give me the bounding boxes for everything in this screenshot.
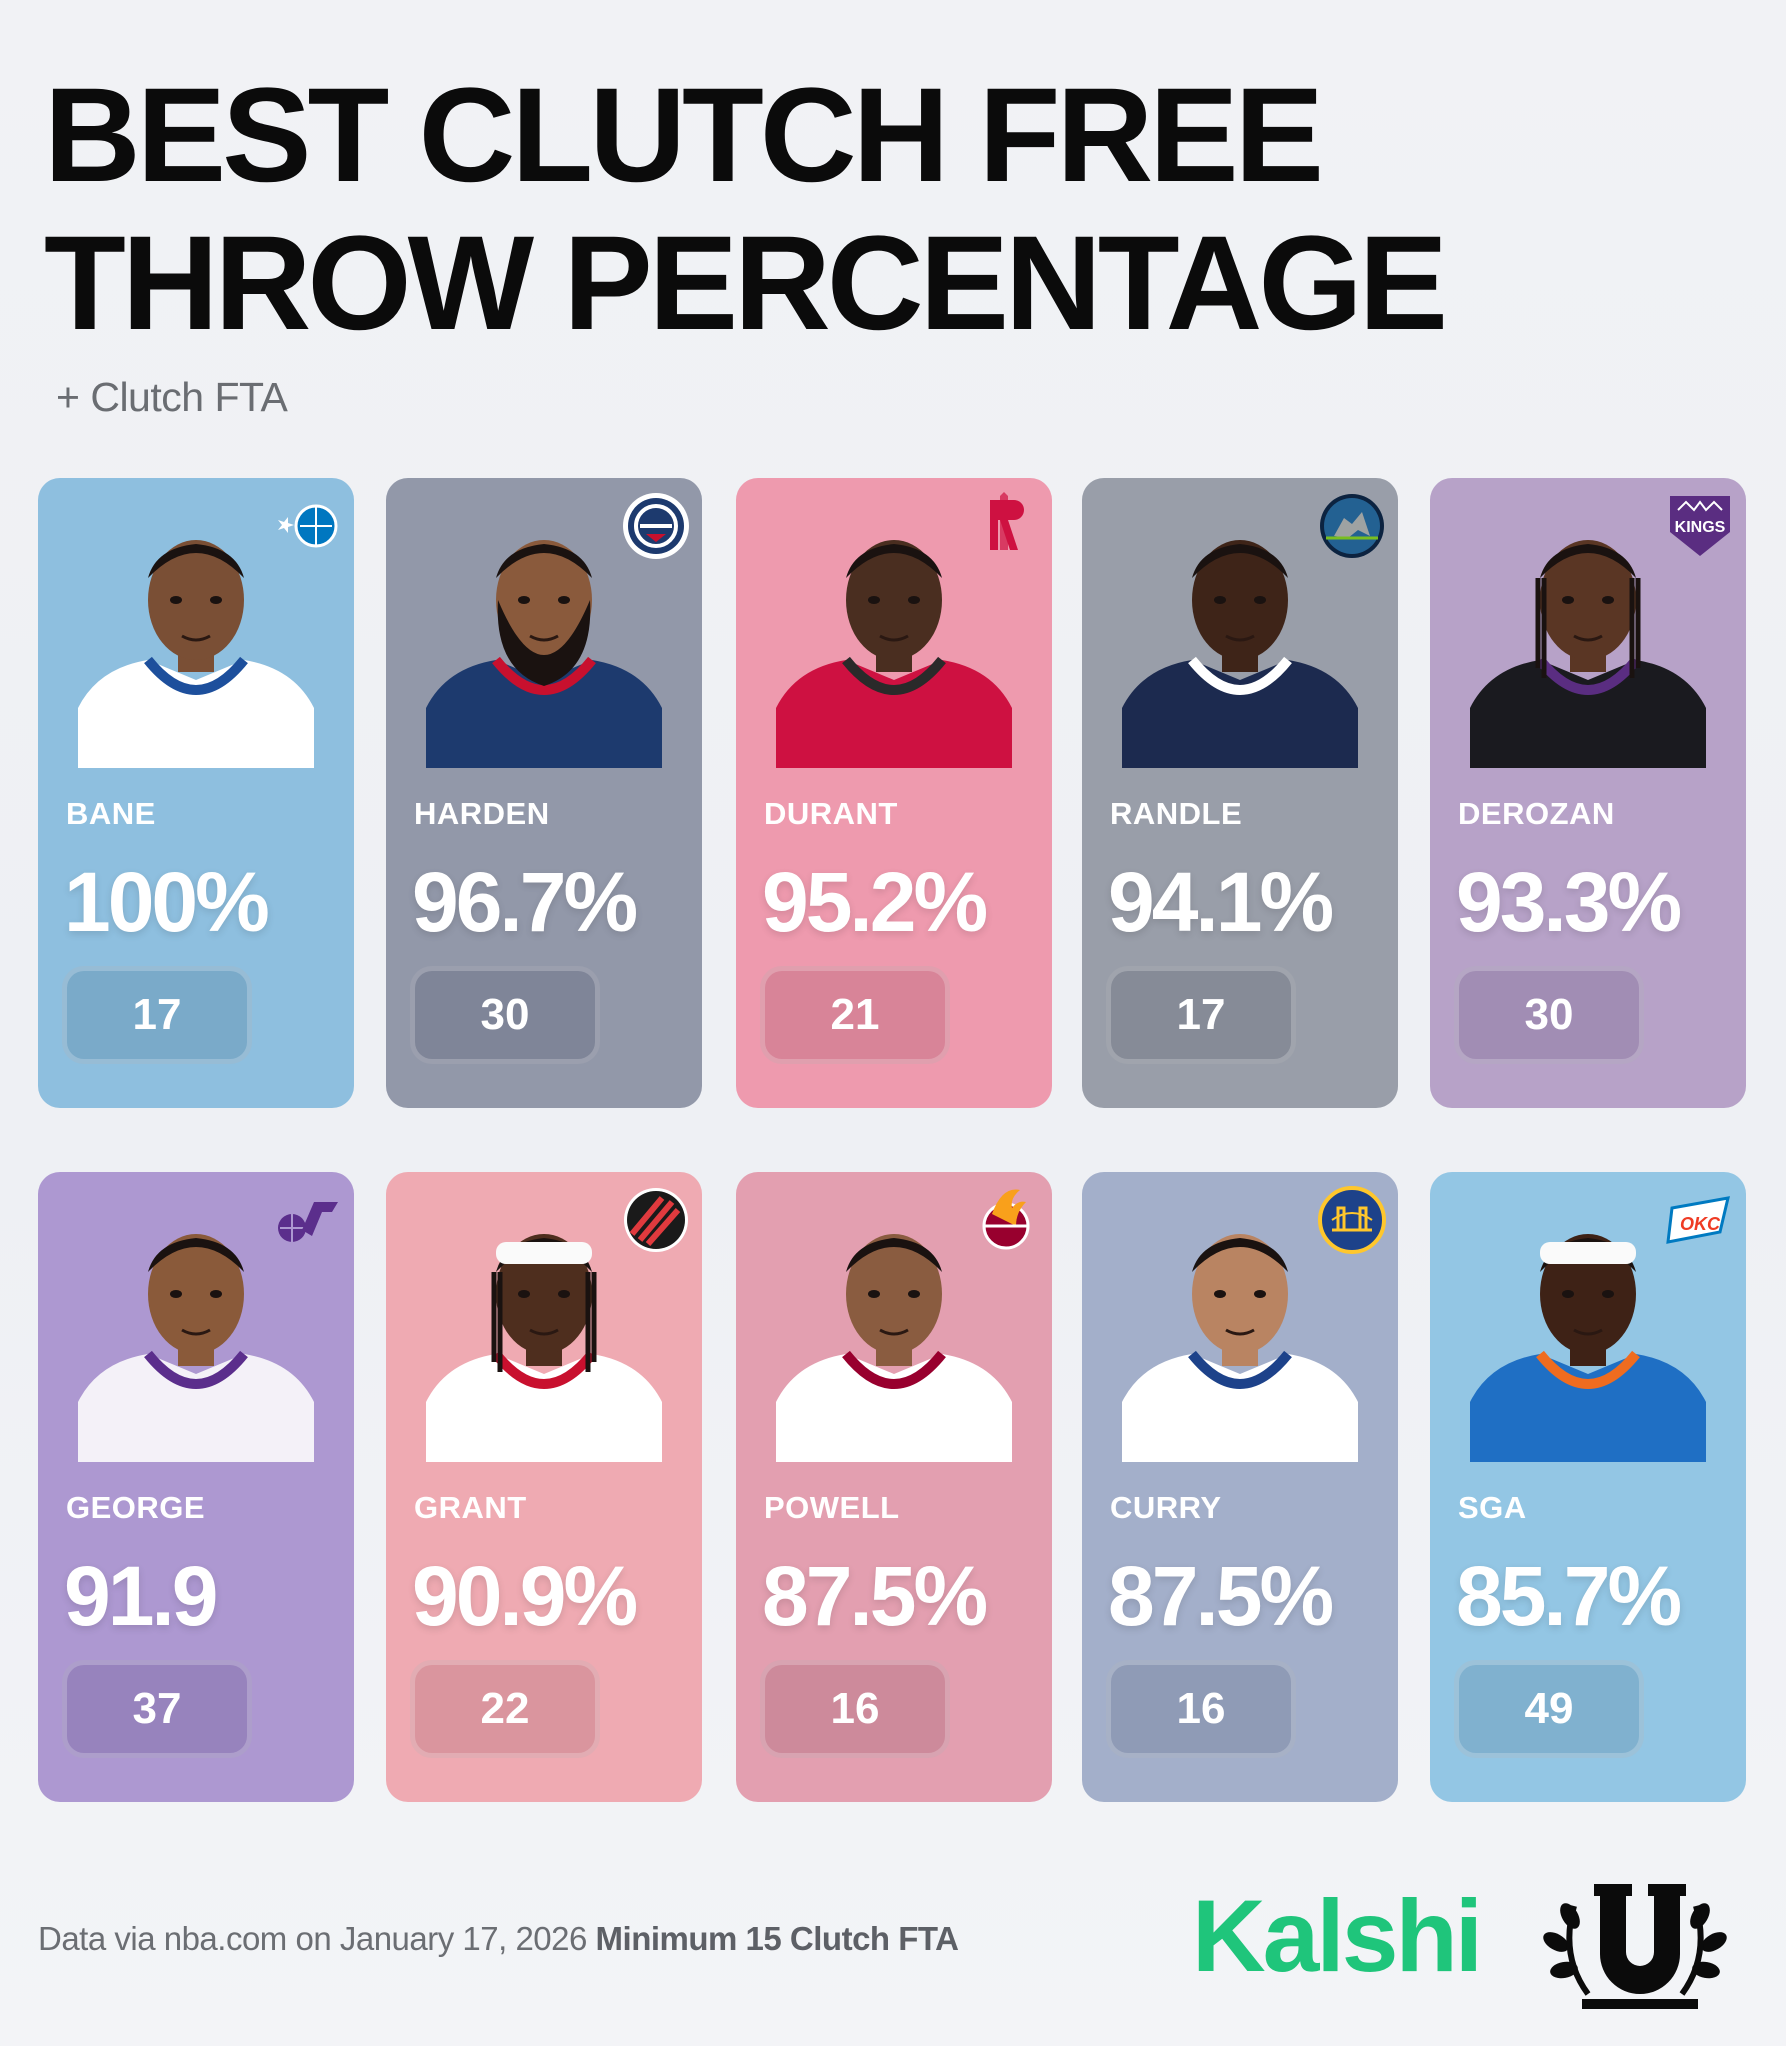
player-card: GRANT 90.9% 22 (386, 1172, 702, 1802)
free-throw-percentage: 87.5% (762, 1549, 988, 1643)
player-card: BANE 100% 17 (38, 478, 354, 1108)
clutch-fta-badge: 30 (410, 966, 600, 1064)
free-throw-percentage: 91.9 (64, 1549, 218, 1643)
free-throw-percentage: 87.5% (1108, 1549, 1334, 1643)
footer-note: Data via nba.com on January 17, 2026 Min… (38, 1920, 959, 1958)
title-line-1: BEST CLUTCH FREE (44, 61, 1324, 210)
player-photo (426, 1234, 662, 1462)
rockets-logo-icon (990, 492, 1024, 550)
free-throw-percentage: 90.9% (412, 1549, 638, 1643)
player-photo (776, 1234, 1012, 1462)
clutch-fta-badge: 17 (1106, 966, 1296, 1064)
player-name: POWELL (764, 1490, 900, 1525)
clutch-fta-badge: 17 (62, 966, 252, 1064)
player-name: DURANT (764, 796, 898, 831)
player-name: HARDEN (414, 796, 550, 831)
magic-logo-icon (278, 504, 338, 548)
clutch-fta-badge: 37 (62, 1660, 252, 1758)
player-photo (776, 540, 1012, 768)
free-throw-percentage: 100% (64, 855, 270, 949)
kalshi-logo: Kalshi (1192, 1879, 1483, 1993)
clutch-fta-badge: 22 (410, 1660, 600, 1758)
player-name: CURRY (1110, 1490, 1222, 1525)
free-throw-percentage: 96.7% (412, 855, 638, 949)
timberwolves-logo-icon (1320, 494, 1384, 558)
kings-logo-icon: KINGS (1670, 496, 1730, 556)
player-card: DURANT 95.2% 21 (736, 478, 1052, 1108)
player-card: KINGS DEROZAN 93.3% 30 (1430, 478, 1746, 1108)
free-throw-percentage: 95.2% (762, 855, 988, 949)
clippers-logo-icon (623, 493, 689, 559)
free-throw-percentage: 94.1% (1108, 855, 1334, 949)
thunder-logo-icon: OKC (1666, 1196, 1730, 1244)
clutch-fta-badge: 49 (1454, 1660, 1644, 1758)
clutch-fta-badge: 30 (1454, 966, 1644, 1064)
laurel-u-logo-icon (1543, 1884, 1727, 2009)
clutch-fta-badge: 16 (760, 1660, 950, 1758)
warriors-logo-icon (1318, 1186, 1386, 1254)
free-throw-percentage: 85.7% (1456, 1549, 1682, 1643)
player-card: RANDLE 94.1% 17 (1082, 478, 1398, 1108)
player-card: GEORGE 91.9 37 (38, 1172, 354, 1802)
player-name: BANE (66, 796, 156, 831)
page-title: BEST CLUTCH FREE THROW PERCENTAGE (44, 62, 1544, 358)
player-photo (1470, 540, 1706, 768)
player-photo (1470, 1234, 1706, 1462)
free-throw-percentage: 93.3% (1456, 855, 1682, 949)
footer-minimum: Minimum 15 Clutch FTA (595, 1920, 959, 1957)
svg-text:KINGS: KINGS (1675, 519, 1726, 536)
blazers-logo-icon (624, 1188, 688, 1252)
player-photo (78, 1234, 314, 1462)
player-name: DEROZAN (1458, 796, 1615, 831)
player-card: CURRY 87.5% 16 (1082, 1172, 1398, 1802)
player-card: POWELL 87.5% 16 (736, 1172, 1052, 1802)
subtitle: + Clutch FTA (56, 374, 288, 420)
clutch-fta-badge: 16 (1106, 1660, 1296, 1758)
player-photo (78, 540, 314, 768)
player-photo (1122, 1234, 1358, 1462)
clutch-fta-badge: 21 (760, 966, 950, 1064)
player-photo (1122, 540, 1358, 768)
svg-text:OKC: OKC (1680, 1214, 1721, 1234)
jazz-logo-icon (278, 1202, 338, 1242)
heat-logo-icon (982, 1189, 1030, 1250)
title-line-2: THROW PERCENTAGE (44, 209, 1448, 358)
player-photo (426, 540, 662, 768)
player-name: GRANT (414, 1490, 527, 1525)
player-name: RANDLE (1110, 796, 1243, 831)
player-name: GEORGE (66, 1490, 206, 1525)
player-card: OKC SGA 85.7% 49 (1430, 1172, 1746, 1802)
footer-source: Data via nba.com on January 17, 2026 (38, 1920, 587, 1957)
player-card: HARDEN 96.7% 30 (386, 478, 702, 1108)
player-name: SGA (1458, 1490, 1527, 1525)
